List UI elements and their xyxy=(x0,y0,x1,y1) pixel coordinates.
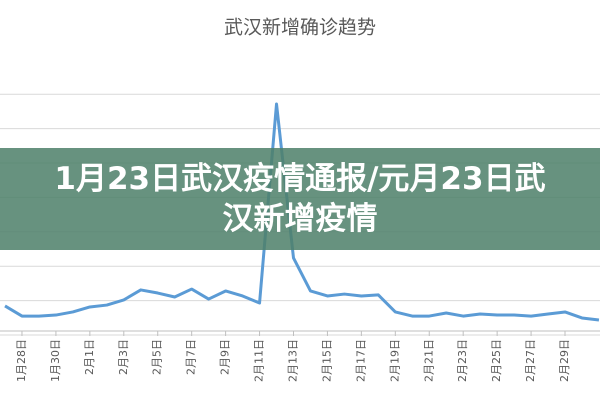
banner: 1月23日武汉疫情通报/元月23日武汉新增疫情 xyxy=(0,148,600,250)
x-tick-label: 1月30日 xyxy=(49,339,62,382)
x-tick-label: 2月5日 xyxy=(151,339,164,375)
x-tick-label: 2月13日 xyxy=(286,339,299,382)
chart-title: 武汉新增确诊趋势 xyxy=(224,17,376,39)
x-tick-label: 2月25日 xyxy=(490,339,503,382)
x-tick-label: 2月21日 xyxy=(422,339,435,382)
x-tick-label: 2月15日 xyxy=(320,339,333,382)
x-tick-label: 2月7日 xyxy=(185,339,198,375)
x-tick-label: 2月1日 xyxy=(83,339,96,375)
x-tick-label: 2月27日 xyxy=(524,339,537,382)
x-tick-label: 1月28日 xyxy=(15,339,28,382)
x-tick-label: 2月23日 xyxy=(456,339,469,382)
x-tick-label: 2月9日 xyxy=(219,339,232,375)
x-tick-label: 2月19日 xyxy=(388,339,401,382)
data-line xyxy=(4,102,600,322)
x-tick-label: 2月29日 xyxy=(558,339,571,382)
banner-title: 1月23日武汉疫情通报/元月23日武汉新增疫情 xyxy=(54,161,546,237)
x-tick-label: 2月11日 xyxy=(253,339,266,382)
x-tick-label: 2月17日 xyxy=(354,339,367,382)
x-tick-label: 2月3日 xyxy=(117,339,130,375)
